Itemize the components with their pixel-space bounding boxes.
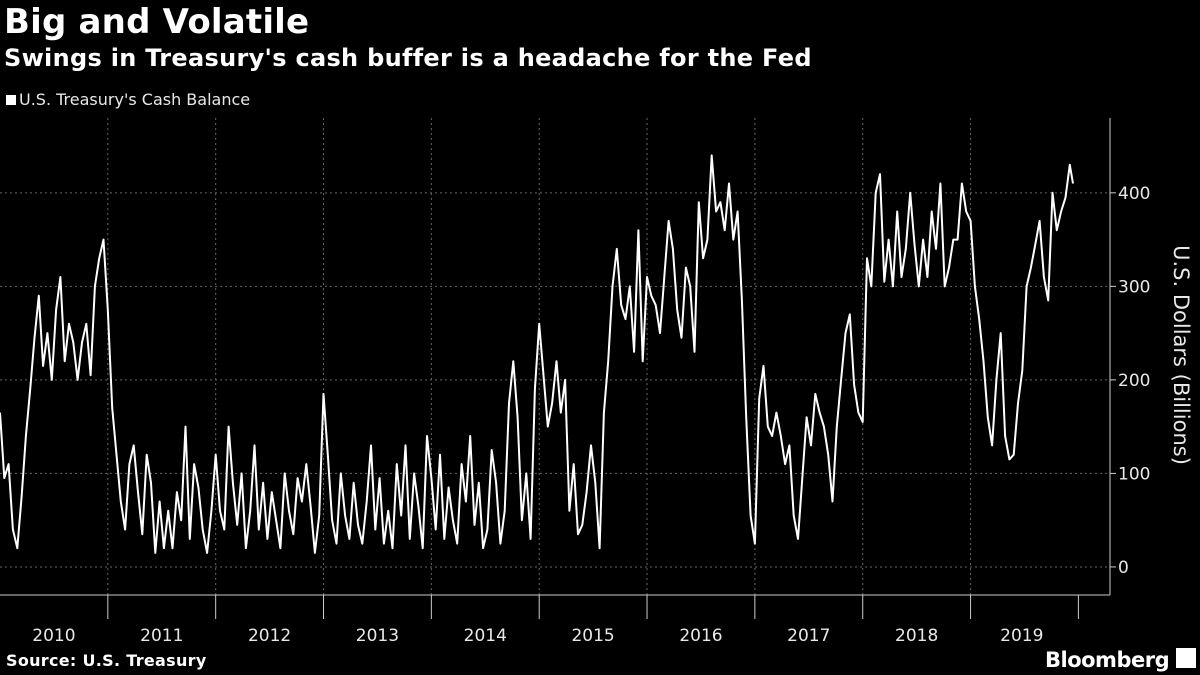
chart-title: Big and Volatile (4, 2, 310, 42)
x-tick-label: 2016 (679, 626, 722, 646)
x-tick-label: 2011 (140, 626, 183, 646)
x-tick-label: 2019 (1000, 626, 1043, 646)
legend-swatch (6, 94, 16, 105)
y-tick-label: 0 (1118, 558, 1129, 578)
x-tick-label: 2014 (464, 626, 507, 646)
legend: U.S. Treasury's Cash Balance (6, 90, 250, 109)
legend-label: U.S. Treasury's Cash Balance (19, 90, 251, 109)
x-tick-label: 2017 (787, 626, 830, 646)
x-tick-label: 2018 (895, 626, 938, 646)
y-tick-label: 200 (1118, 371, 1150, 391)
tick-labels: 0 100 200 300 400 2010 2011 2012 2013 2014 2015 201… (32, 184, 1150, 646)
y-tick-label: 400 (1118, 184, 1150, 204)
x-tick-label: 2015 (571, 626, 614, 646)
series-line (0, 154, 1074, 554)
y-tick-label: 100 (1118, 464, 1150, 484)
source-note: Source: U.S. Treasury (6, 651, 207, 670)
bloomberg-logo: Bloomberg (1045, 648, 1170, 672)
bloomberg-terminal-icon (1176, 648, 1196, 668)
y-axis-label: U.S. Dollars (Billions) (1169, 245, 1193, 465)
plot-area (0, 154, 1074, 554)
chart-subtitle: Swings in Treasury's cash buffer is a he… (4, 44, 812, 72)
axes (0, 118, 1116, 619)
x-tick-label: 2012 (248, 626, 291, 646)
grid-lines (0, 118, 1110, 595)
x-tick-label: 2010 (32, 626, 75, 646)
y-tick-label: 300 (1118, 277, 1150, 297)
x-tick-label: 2013 (356, 626, 399, 646)
